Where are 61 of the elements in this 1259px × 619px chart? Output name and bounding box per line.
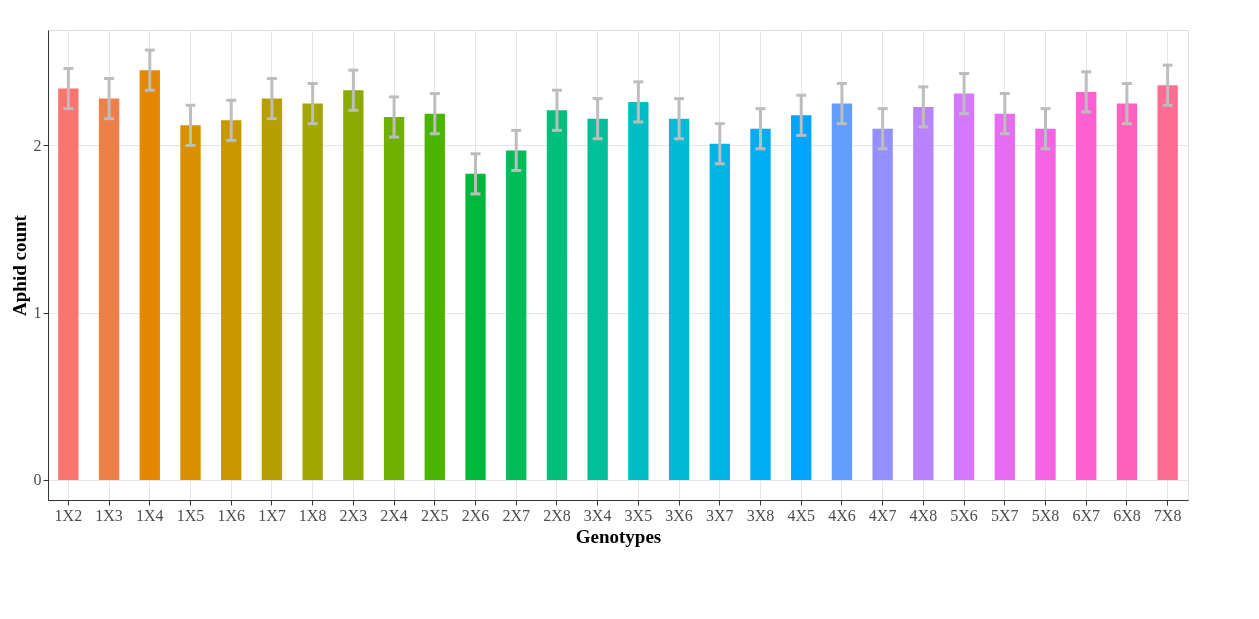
bar	[1035, 128, 1056, 480]
bar	[180, 125, 201, 480]
x-tick-label: 2X7	[502, 506, 530, 524]
bar	[1157, 85, 1178, 480]
x-axis-title: Genotypes	[575, 525, 662, 547]
x-tick-label: 1X4	[136, 506, 164, 524]
bar	[913, 106, 934, 480]
bar	[1116, 103, 1138, 480]
bar	[58, 88, 79, 480]
x-tick-label: 1X6	[217, 506, 245, 524]
x-tick-label: 2X3	[339, 506, 368, 524]
x-tick-label: 1X2	[54, 506, 83, 524]
x-tick-label: 2X5	[421, 506, 449, 524]
y-tick-label: 0	[33, 471, 42, 489]
bar	[261, 98, 283, 480]
x-tick-label: 2X4	[380, 506, 408, 524]
bar	[98, 98, 120, 480]
bar	[953, 93, 975, 480]
bar	[506, 150, 527, 480]
bar	[750, 128, 771, 480]
bar	[628, 101, 649, 480]
x-tick-label: 6X7	[1072, 506, 1100, 524]
x-tick-label: 4X7	[868, 506, 897, 524]
x-tick-label: 4X6	[828, 506, 856, 524]
bar	[221, 120, 242, 480]
x-tick-label: 7X8	[1153, 506, 1182, 524]
x-tick-label: 3X4	[583, 506, 612, 524]
x-tick-label: 4X8	[909, 506, 938, 524]
bar	[1076, 91, 1097, 480]
y-tick-label: 1	[33, 304, 42, 322]
x-tick-label: 2X8	[543, 506, 571, 524]
y-tick-label: 2	[33, 136, 42, 154]
bar	[424, 113, 445, 480]
bar	[791, 115, 812, 480]
x-tick-label: 5X8	[1031, 506, 1060, 524]
bar	[872, 128, 893, 480]
x-tick-label: 1X7	[258, 506, 286, 524]
bar	[587, 118, 608, 480]
x-tick-label: 6X8	[1113, 506, 1141, 524]
x-tick-label: 3X6	[665, 506, 693, 524]
bar	[343, 90, 364, 480]
x-tick-label: 2X6	[461, 506, 490, 524]
bar	[546, 110, 568, 480]
x-tick-label: 3X8	[746, 506, 775, 524]
x-tick-label: 5X6	[950, 506, 978, 524]
x-tick-label: 3X7	[706, 506, 734, 524]
bar	[994, 113, 1015, 480]
bar	[139, 70, 160, 480]
bar	[709, 143, 730, 480]
bar	[383, 116, 405, 480]
x-tick-label: 4X5	[787, 506, 815, 524]
bar	[465, 173, 486, 480]
bar	[831, 103, 853, 480]
y-axis-title: Aphid count	[8, 214, 30, 316]
x-tick-label: 1X3	[95, 506, 123, 524]
x-tick-label: 5X7	[991, 506, 1019, 524]
x-tick-label: 1X8	[298, 506, 327, 524]
x-tick-label: 1X5	[176, 506, 205, 524]
bar	[668, 118, 690, 480]
x-tick-label: 3X5	[624, 506, 653, 524]
bar	[302, 103, 323, 480]
